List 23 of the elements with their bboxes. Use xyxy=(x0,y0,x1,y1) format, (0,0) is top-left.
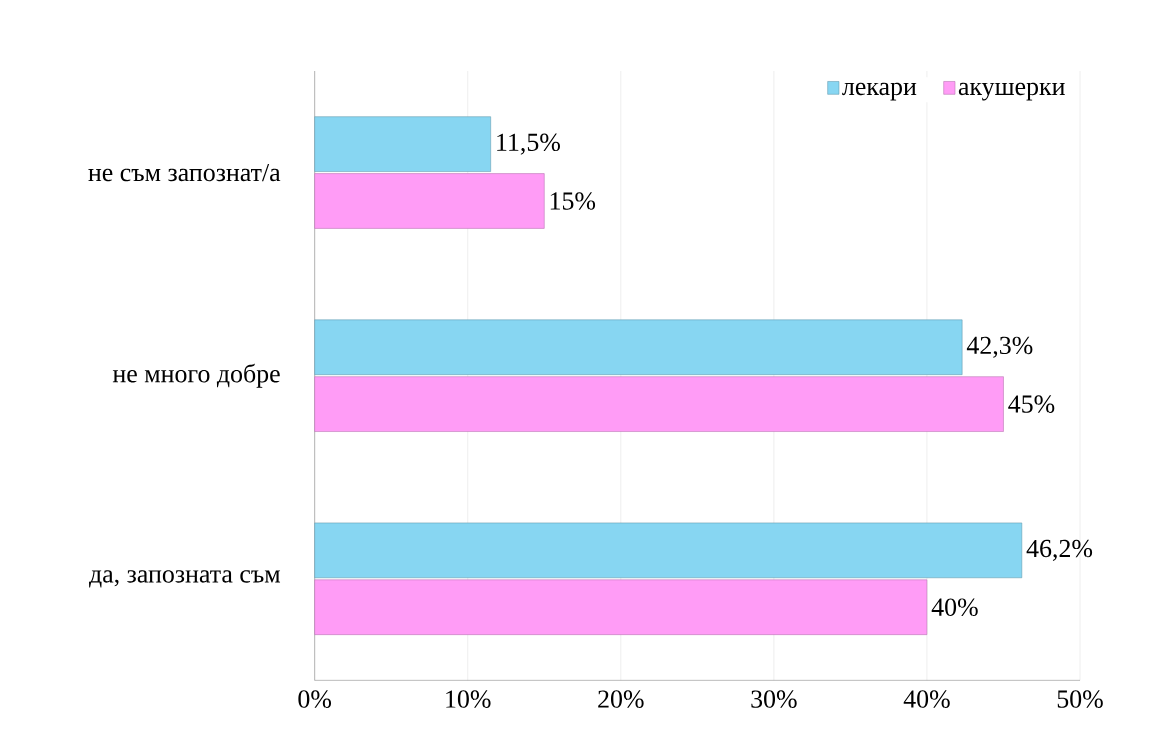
data-label: 42,3% xyxy=(966,336,1033,358)
data-label: 15% xyxy=(550,192,596,210)
data-label: 46,2% xyxy=(1026,539,1093,561)
bar xyxy=(314,173,545,229)
x-tick-label: 0% xyxy=(298,690,332,708)
data-label: 45% xyxy=(1008,395,1055,413)
bar xyxy=(314,319,963,375)
data-label: 11,5% xyxy=(497,133,560,155)
bar xyxy=(314,579,928,635)
x-tick-label: 20% xyxy=(598,690,644,708)
y-tick-label: не съм запознат/а xyxy=(88,163,281,182)
data-label: 40% xyxy=(931,598,978,616)
y-tick-label: не много добре xyxy=(112,363,280,388)
bar xyxy=(314,376,1004,432)
y-tick-label: да, запозната съм xyxy=(88,570,281,588)
x-tick-label: 40% xyxy=(903,690,950,708)
legend-label: акушерки xyxy=(958,82,1065,101)
x-tick-label: 30% xyxy=(751,690,797,708)
x-tick-label: 50% xyxy=(1057,690,1103,708)
bar xyxy=(314,116,491,172)
x-tick-label: 10% xyxy=(446,690,491,708)
legend-label: лекари xyxy=(842,82,917,101)
bar xyxy=(314,522,1023,579)
